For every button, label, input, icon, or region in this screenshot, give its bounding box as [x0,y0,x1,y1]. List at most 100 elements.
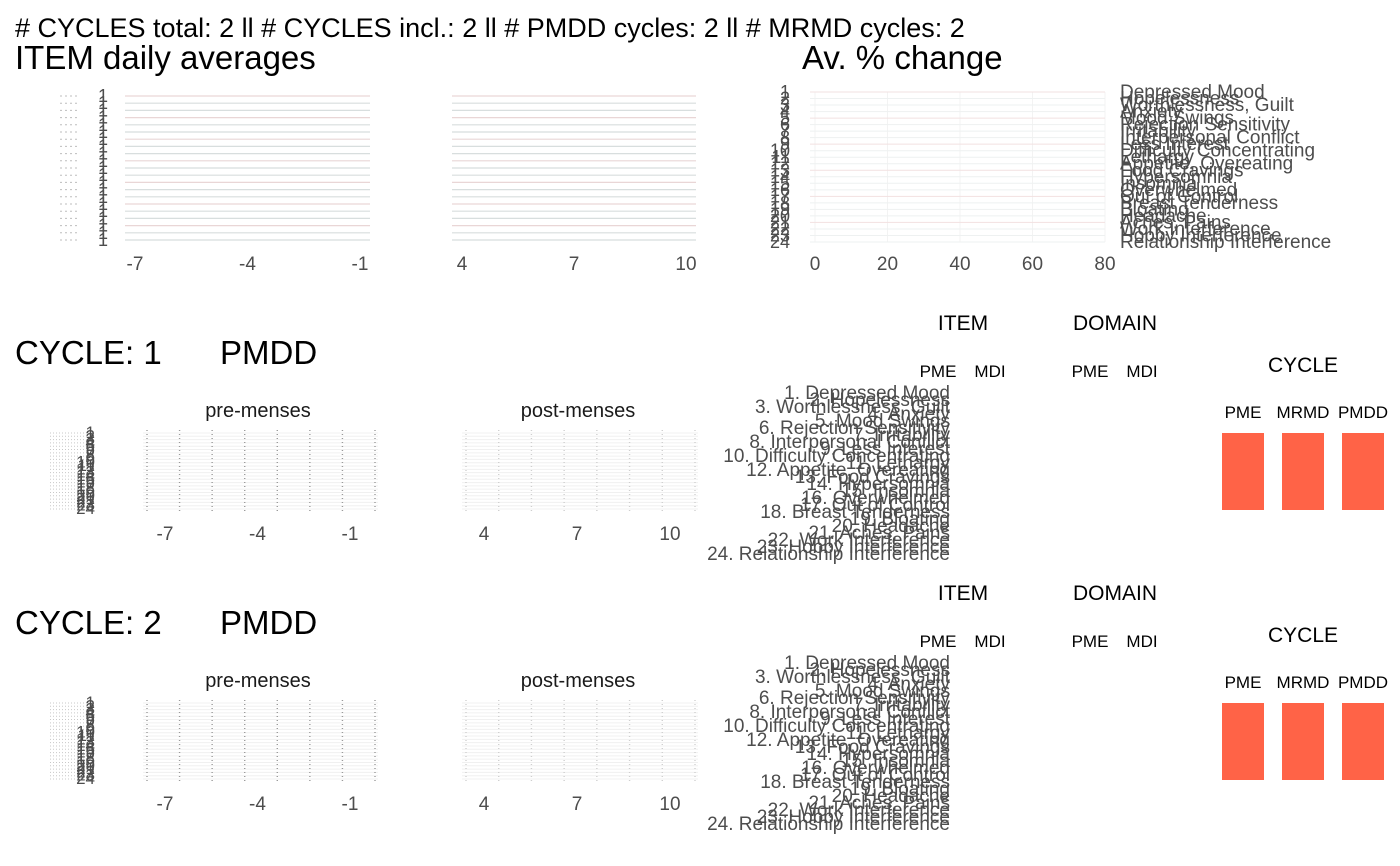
avg-y-tick-label: 1 [98,144,108,164]
heatmap-y-tick-label: 24 [76,769,95,788]
change-y-tick-label: 1 [780,82,790,102]
change-x-tick-label: 40 [949,254,970,275]
change-x-tick-label: 60 [1022,254,1043,275]
cycle-type-tag: PMDD [220,334,317,371]
change-x-axis: 0 20 40 60 80 [810,254,1116,275]
item-label: 20. Headache [832,516,950,537]
change-y-tick-label: 2 [780,89,790,109]
heatmap-x-tick-label: -4 [249,794,266,815]
avg-y-tick-label: 1 [98,100,108,120]
change-y-tick-label: 10 [770,141,790,161]
change-category-label: Work Interference [1120,219,1271,240]
item-label: 11. Lethargy [846,723,951,744]
heatmap-y-tick-label: 19 [76,752,95,771]
item-label: 6. Rejection Sensitivity [759,418,951,439]
change-y-tick-label: 21 [770,212,790,232]
change-category-label: Appetite, Overeating [1120,154,1293,175]
cycle-flag-bar [1222,703,1264,780]
item-label: 11. Lethargy [846,453,951,474]
change-category-label: Insomnia [1120,173,1198,194]
avg-y-tick-label: 1 [98,230,108,250]
cycle-header: CYCLE [1268,354,1338,377]
change-y-tick-label: 12 [770,154,790,174]
item-label: 23. Hobby Interference [757,537,950,558]
domain-col-label: PME [1072,632,1109,651]
item-label: 5. Mood Swings [815,681,950,702]
cycle-col-label: MRMD [1277,403,1330,422]
item-label: 24. Relationship Interference [707,544,950,565]
avg-y-tick-label: 1 [98,93,108,113]
cycle-col-label: MRMD [1277,673,1330,692]
heatmap-y-tick-label: 17 [76,746,95,765]
heatmap-y-tick-label: 22 [76,762,95,781]
heatmap-y-tick-label: 3 [86,430,95,449]
item-label: 22. Work Interference [768,530,950,551]
change-category-label: Hopelessness [1120,89,1239,110]
heatmap-y-tick-label: 5 [86,436,95,455]
heatmap-y-tick-label: 23 [76,766,95,785]
cycle-header: CYCLE [1268,624,1338,647]
item-label: 10. Difficulty Concentrating [723,716,950,737]
heatmap-y-tick-label: 5 [86,706,95,725]
heatmap-x-tick-label: 7 [572,794,583,815]
heatmap-y-tick-label: 7 [86,713,95,732]
change-y-tick-label: 4 [780,102,790,122]
avg-pre-panel: -7 -4 -1 [125,95,370,275]
item-label: 16. Overwhelmed [801,488,950,509]
item-label: 9. Less Interest [820,439,951,460]
avg-y-tick-label: 1 [98,136,108,156]
change-category-label: Interpersonal Conflict [1120,128,1300,149]
heatmap-y-tick-label: 9 [86,449,95,468]
change-category-label: Overwhelmed [1120,180,1237,201]
item-label: 18. Breast Tenderness [760,772,950,793]
item-label: 2. Hopelessness [810,660,950,681]
heatmap-y-tick-label: 2 [86,426,95,445]
heatmap-x-tick-label: -1 [342,524,359,545]
change-y-tick-label: 22 [770,219,790,239]
item-label: 10. Difficulty Concentrating [723,446,950,467]
item-label: 7. Irritability [853,695,951,716]
item-label: 4. Anxiety [868,674,951,695]
item-label: 1. Depressed Mood [784,653,950,674]
item-label: 15. Insomnia [841,481,950,502]
heatmap-x-tick-label: -7 [157,794,174,815]
change-category-label: Headache [1120,206,1207,227]
heatmap-y-tick-label: 6 [86,710,95,729]
heatmap-y-tick-label: 23 [76,496,95,515]
avg-y-tick-label: 1 [98,187,108,207]
heatmap-x-tick-label: -4 [249,524,266,545]
item-label: 3. Worthlessness, Guilt [755,667,951,688]
item-label: 4. Anxiety [868,404,951,425]
item-col-label: MDI [974,632,1005,651]
change-y-tick-label: 18 [770,193,790,213]
change-category-label: Aches, Pains [1120,212,1231,233]
change-y-tick-label: 3 [780,95,790,115]
item-label: 9. Less Interest [820,709,951,730]
heatmap-x-tick-label: 4 [479,794,490,815]
item-header: ITEM [938,582,988,605]
item-col-label: PME [920,362,957,381]
heatmap-y-tick-label: 17 [76,476,95,495]
heatmap-y-tick-label: 10 [76,453,95,472]
cycle-col-label: PME [1225,403,1262,422]
avg-y-tick-label: 1 [98,165,108,185]
heatmap-y-tick-label: 19 [76,482,95,501]
change-x-tick-label: 80 [1094,254,1115,275]
cycle-summary: # CYCLES total: 2 ll # CYCLES incl.: 2 l… [15,13,965,43]
change-category-label: Lethargy [1120,147,1194,168]
change-category-label: Anxiety [1120,102,1183,123]
heatmap-y-tick-label: 13 [76,463,95,482]
change-category-label: Less Interest [1120,134,1229,155]
item-label: 19. Bloating [850,779,950,800]
change-category-label: Food Cravings [1120,160,1244,181]
change-y-tick-label: 23 [770,225,790,245]
heatmap-y-tick-label: 3 [86,700,95,719]
change-grid [810,91,1106,243]
heatmap-y-tick-label: 13 [76,733,95,752]
change-category-label: Breast Tenderness [1120,193,1278,214]
cycle-col-label: PME [1225,673,1262,692]
change-y-tick-label: 16 [770,180,790,200]
cycle-col-label: PMDD [1338,403,1388,422]
